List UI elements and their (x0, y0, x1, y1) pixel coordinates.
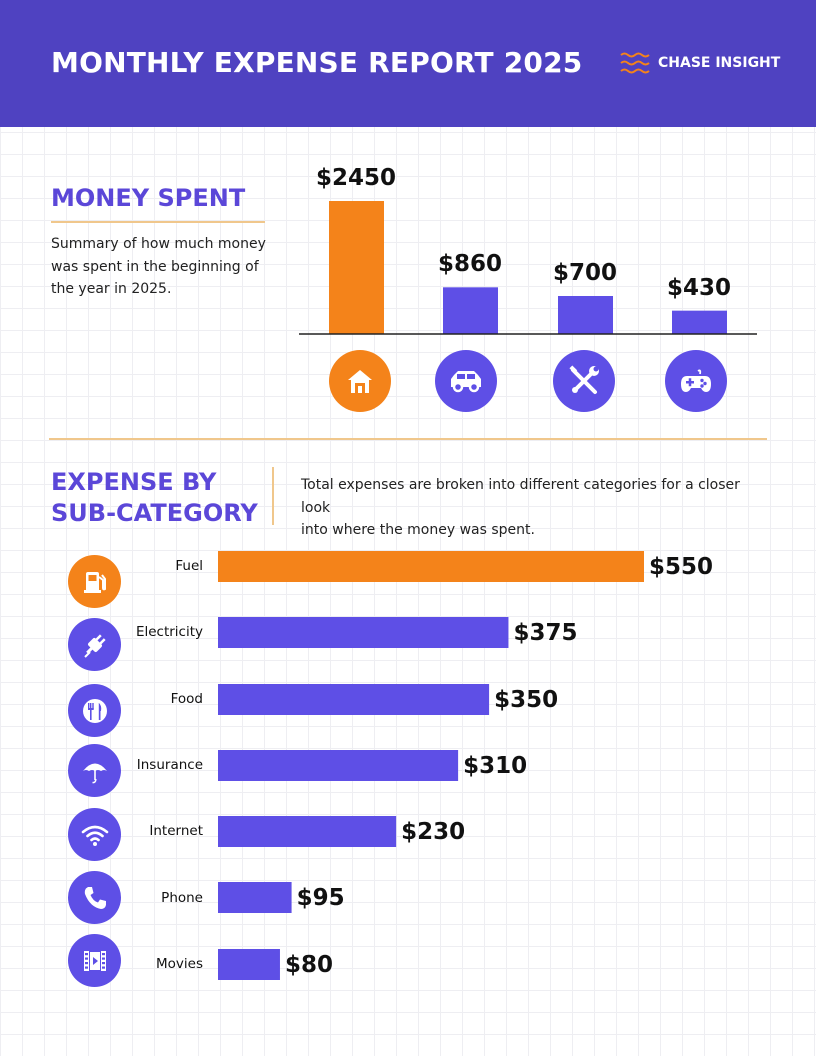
sub-value-label: $310 (463, 753, 528, 779)
sub-bar-fuel (218, 551, 644, 582)
money-value-label: $2450 (315, 165, 397, 191)
category-label: Electricity (135, 624, 203, 640)
wifi-icon (80, 822, 110, 848)
expense-sub-title-line: SUB-CATEGORY (51, 499, 258, 527)
expense-sub-title: EXPENSE BY SUB-CATEGORY (51, 467, 258, 529)
fuel-pump-icon (81, 568, 109, 596)
internet-icon-circle (68, 808, 121, 861)
tools-icon-circle (553, 350, 615, 412)
movies-icon-circle (68, 934, 121, 987)
money-spent-desc-line: the year in 2025. (51, 281, 172, 297)
sub-bar-electricity (218, 617, 509, 648)
house-icon (345, 366, 375, 396)
electricity-icon-circle (68, 618, 121, 671)
house-icon-circle (329, 350, 391, 412)
money-bar-entertainment (672, 310, 727, 334)
sub-value-label: $95 (296, 885, 345, 911)
sub-bar-phone (218, 882, 292, 913)
money-value-label: $700 (552, 260, 617, 286)
sub-value-label: $80 (284, 952, 333, 978)
wave-lines-icon (620, 51, 650, 75)
money-bar-housing (329, 201, 384, 334)
category-label: Movies (156, 956, 203, 972)
sub-value-label: $550 (649, 554, 714, 580)
report-title: MONTHLY EXPENSE REPORT 2025 (51, 46, 583, 79)
phone-icon (81, 884, 109, 912)
umbrella-icon (80, 756, 110, 786)
expense-sub-vertical-divider (272, 467, 274, 525)
report-header: MONTHLY EXPENSE REPORT 2025 CHASE INSIGH… (0, 0, 816, 127)
money-spent-desc-line: Summary of how much money (51, 236, 266, 252)
category-label: Insurance (136, 757, 203, 773)
sub-bar-insurance (218, 750, 459, 781)
money-bar-transportation (443, 287, 498, 334)
category-label: Phone (161, 890, 203, 906)
car-icon-circle (435, 350, 497, 412)
money-bar-utilities (558, 296, 613, 334)
money-spent-description: Summary of how much money was spent in t… (51, 233, 281, 301)
money-spent-title: MONEY SPENT (51, 184, 246, 212)
brand: CHASE INSIGHT (620, 50, 780, 76)
section-divider (49, 438, 767, 440)
gamepad-icon (679, 366, 713, 396)
money-value-label: $860 (437, 251, 502, 278)
sub-bar-movies (218, 949, 280, 980)
expense-sub-title-line: EXPENSE BY (51, 468, 217, 496)
money-value-label: $430 (666, 274, 731, 301)
tools-icon (567, 364, 601, 398)
brand-name: CHASE INSIGHT (658, 55, 781, 71)
fuel-icon-circle (68, 555, 121, 608)
category-label: Internet (149, 823, 203, 839)
phone-icon-circle (68, 871, 121, 924)
sub-bar-food (218, 684, 490, 715)
insurance-icon-circle (68, 744, 121, 797)
car-icon (448, 366, 484, 396)
sub-bar-internet (218, 816, 397, 847)
gamepad-icon-circle (665, 350, 727, 412)
fork-knife-icon (80, 696, 110, 726)
money-spent-desc-line: was spent in the beginning of (51, 258, 259, 275)
expense-sub-desc-line: Total expenses are broken into different… (301, 477, 740, 516)
category-label: Fuel (175, 558, 203, 574)
expense-sub-description: Total expenses are broken into different… (301, 474, 771, 542)
sub-value-label: $350 (494, 687, 559, 713)
category-label: Food (170, 691, 203, 707)
expense-sub-desc-line: into where the money was spent. (301, 522, 535, 538)
food-icon-circle (68, 684, 121, 737)
plug-icon (81, 631, 109, 659)
sub-value-label: $230 (401, 819, 466, 845)
film-icon (81, 948, 109, 974)
sub-value-label: $375 (513, 620, 578, 646)
money-spent-divider (51, 221, 265, 223)
